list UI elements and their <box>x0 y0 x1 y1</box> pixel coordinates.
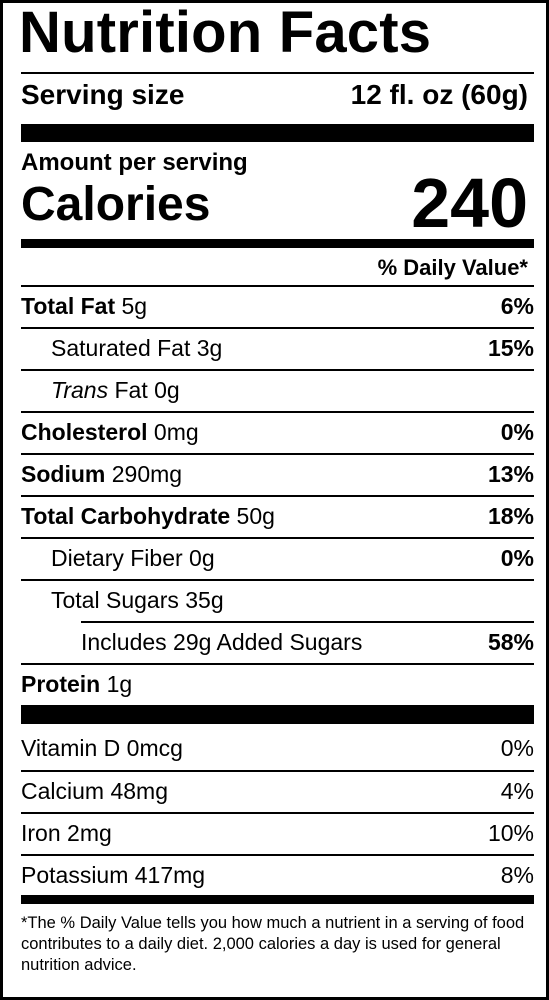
vitamin-row-iron: Iron 2mg 10% <box>21 812 534 854</box>
serving-size-value: 12 fl. oz (60g) <box>350 79 528 110</box>
nutrient-row-total-sugars: Total Sugars 35g <box>21 579 534 621</box>
medium-divider <box>21 895 534 904</box>
vitamin-dv: 8% <box>500 861 534 888</box>
vitamin-dv: 10% <box>487 819 534 846</box>
vitamin-name: Iron 2mg <box>21 819 112 846</box>
medium-divider <box>21 239 534 248</box>
divider <box>21 770 534 772</box>
divider <box>21 285 534 287</box>
nutrient-row-saturated-fat: Saturated Fat 3g 15% <box>21 327 534 369</box>
nutrient-row-added-sugars: Includes 29g Added Sugars 58% <box>21 621 534 663</box>
divider <box>21 411 534 413</box>
vitamin-row-potassium: Potassium 417mg 8% <box>21 854 534 896</box>
daily-value-header: % Daily Value* <box>377 255 528 280</box>
nutrient-name: Sodium 290mg <box>21 460 183 487</box>
nutrient-row-cholesterol: Cholesterol 0mg 0% <box>21 411 534 453</box>
divider <box>21 72 534 74</box>
nutrient-name: Trans Fat 0g <box>51 376 180 403</box>
divider <box>21 453 534 455</box>
nutrient-dv: 15% <box>487 334 534 361</box>
nutrient-row-total-fat: Total Fat 5g 6% <box>21 285 534 327</box>
vitamin-dv: 0% <box>500 734 534 761</box>
nutrient-row-total-carbohydrate: Total Carbohydrate 50g 18% <box>21 495 534 537</box>
nutrient-name: Total Carbohydrate 50g <box>21 502 275 529</box>
serving-size-label: Serving size <box>21 79 185 110</box>
divider <box>21 812 534 814</box>
nutrient-dv: 0% <box>500 544 534 571</box>
nutrient-row-trans-fat: Trans Fat 0g <box>21 369 534 411</box>
nutrient-name: Saturated Fat 3g <box>51 334 223 361</box>
divider <box>81 621 534 623</box>
nutrient-name: Protein 1g <box>21 670 133 697</box>
daily-value-footnote: *The % Daily Value tells you how much a … <box>21 914 525 974</box>
vitamin-dv: 4% <box>500 777 534 804</box>
amount-per-serving-label: Amount per serving <box>21 149 248 176</box>
divider <box>21 369 534 371</box>
nutrient-dv: 0% <box>500 418 534 445</box>
nutrient-name: Dietary Fiber 0g <box>51 544 215 571</box>
divider <box>21 537 534 539</box>
vitamin-name: Potassium 417mg <box>21 861 206 888</box>
calories-value: 240 <box>411 164 528 242</box>
vitamin-row-calcium: Calcium 48mg 4% <box>21 770 534 812</box>
calories-label: Calories <box>21 178 211 231</box>
divider <box>21 495 534 497</box>
nutrient-row-dietary-fiber: Dietary Fiber 0g 0% <box>21 537 534 579</box>
nutrient-name: Total Fat 5g <box>21 292 148 319</box>
thick-divider <box>21 124 534 142</box>
vitamin-row-vitamin-d: Vitamin D 0mcg 0% <box>21 727 534 769</box>
divider <box>21 663 534 665</box>
nutrient-row-protein: Protein 1g <box>21 663 534 705</box>
nutrient-dv: 6% <box>500 292 534 319</box>
divider <box>21 854 534 856</box>
nutrient-name: Includes 29g Added Sugars <box>81 628 363 655</box>
label-title: Nutrition Facts <box>19 0 432 65</box>
nutrient-name: Total Sugars 35g <box>51 586 224 613</box>
thick-divider <box>21 705 534 724</box>
divider <box>21 327 534 329</box>
vitamin-name: Vitamin D 0mcg <box>21 734 183 761</box>
nutrient-dv: 58% <box>487 628 534 655</box>
nutrient-name: Cholesterol 0mg <box>21 418 199 445</box>
vitamin-name: Calcium 48mg <box>21 777 169 804</box>
divider <box>21 579 534 581</box>
nutrient-dv: 18% <box>487 502 534 529</box>
nutrient-dv: 13% <box>487 460 534 487</box>
nutrient-row-sodium: Sodium 290mg 13% <box>21 453 534 495</box>
